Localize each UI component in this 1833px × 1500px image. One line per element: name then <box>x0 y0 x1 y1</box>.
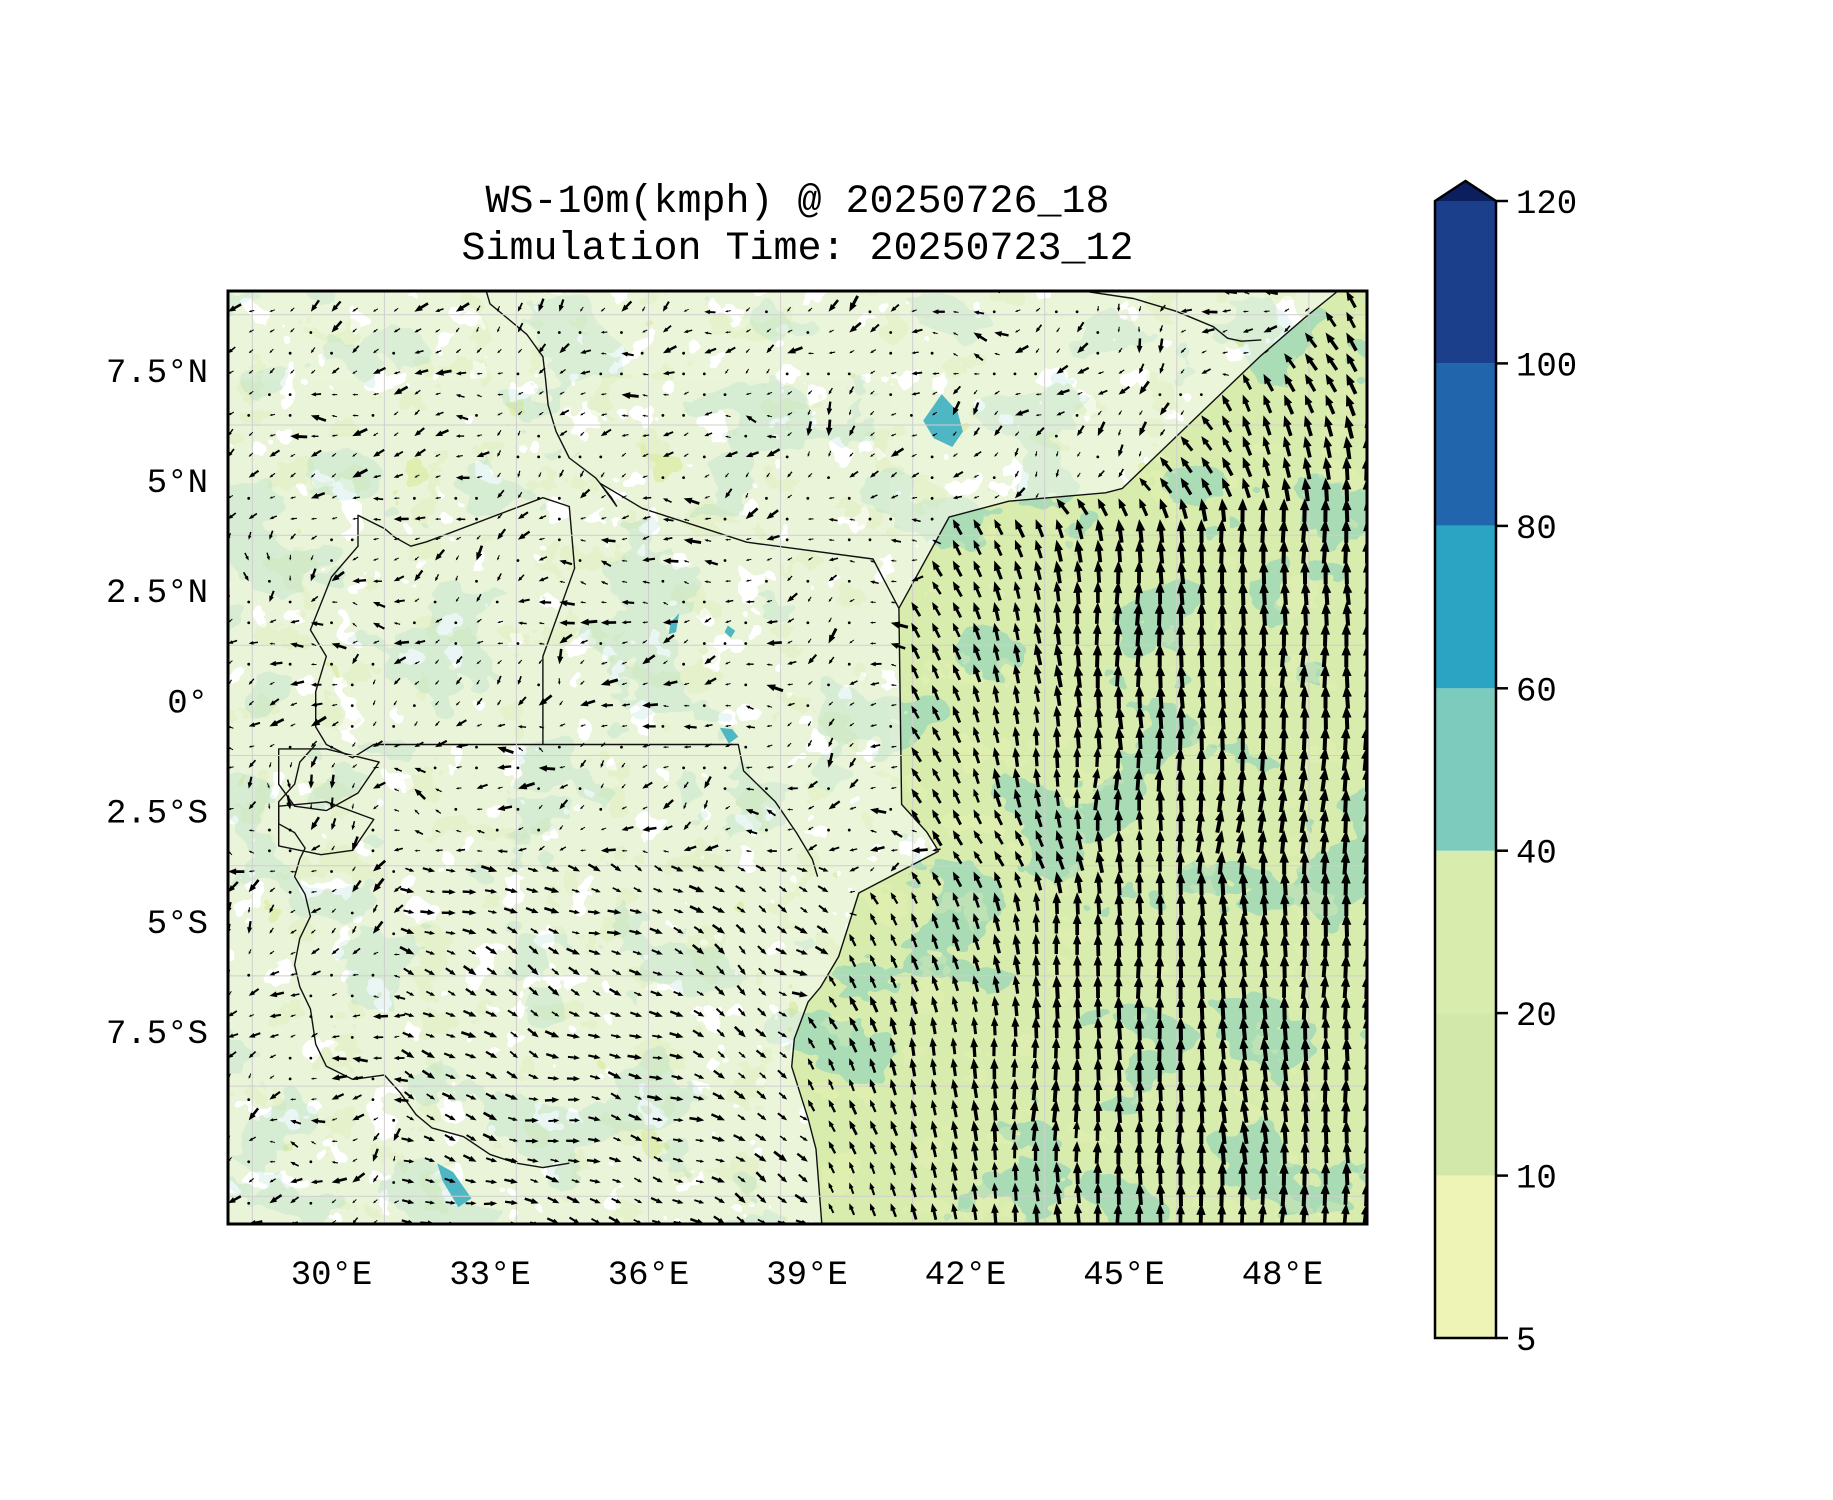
svg-text:2.5°S: 2.5°S <box>106 796 208 834</box>
svg-text:7.5°S: 7.5°S <box>106 1016 208 1054</box>
svg-text:Simulation Time: 20250723_12: Simulation Time: 20250723_12 <box>461 227 1133 272</box>
svg-text:7.5°N: 7.5°N <box>106 355 208 393</box>
svg-text:39°E: 39°E <box>766 1257 848 1295</box>
svg-text:5°S: 5°S <box>147 906 208 944</box>
svg-text:30°E: 30°E <box>291 1257 373 1295</box>
svg-text:40: 40 <box>1516 836 1557 874</box>
svg-text:33°E: 33°E <box>449 1257 531 1295</box>
svg-text:2.5°N: 2.5°N <box>106 575 208 613</box>
svg-text:5°N: 5°N <box>147 465 208 503</box>
svg-text:80: 80 <box>1516 511 1557 549</box>
svg-text:42°E: 42°E <box>925 1257 1007 1295</box>
svg-text:100: 100 <box>1516 348 1577 386</box>
svg-text:120: 120 <box>1516 186 1577 224</box>
svg-text:20: 20 <box>1516 998 1557 1036</box>
svg-text:10: 10 <box>1516 1161 1557 1199</box>
svg-text:0°: 0° <box>167 685 208 723</box>
svg-text:36°E: 36°E <box>608 1257 690 1295</box>
svg-text:60: 60 <box>1516 673 1557 711</box>
svg-text:45°E: 45°E <box>1083 1257 1165 1295</box>
svg-text:48°E: 48°E <box>1242 1257 1324 1295</box>
svg-text:WS-10m(kmph) @ 20250726_18: WS-10m(kmph) @ 20250726_18 <box>485 180 1109 225</box>
svg-text:5: 5 <box>1516 1323 1536 1361</box>
